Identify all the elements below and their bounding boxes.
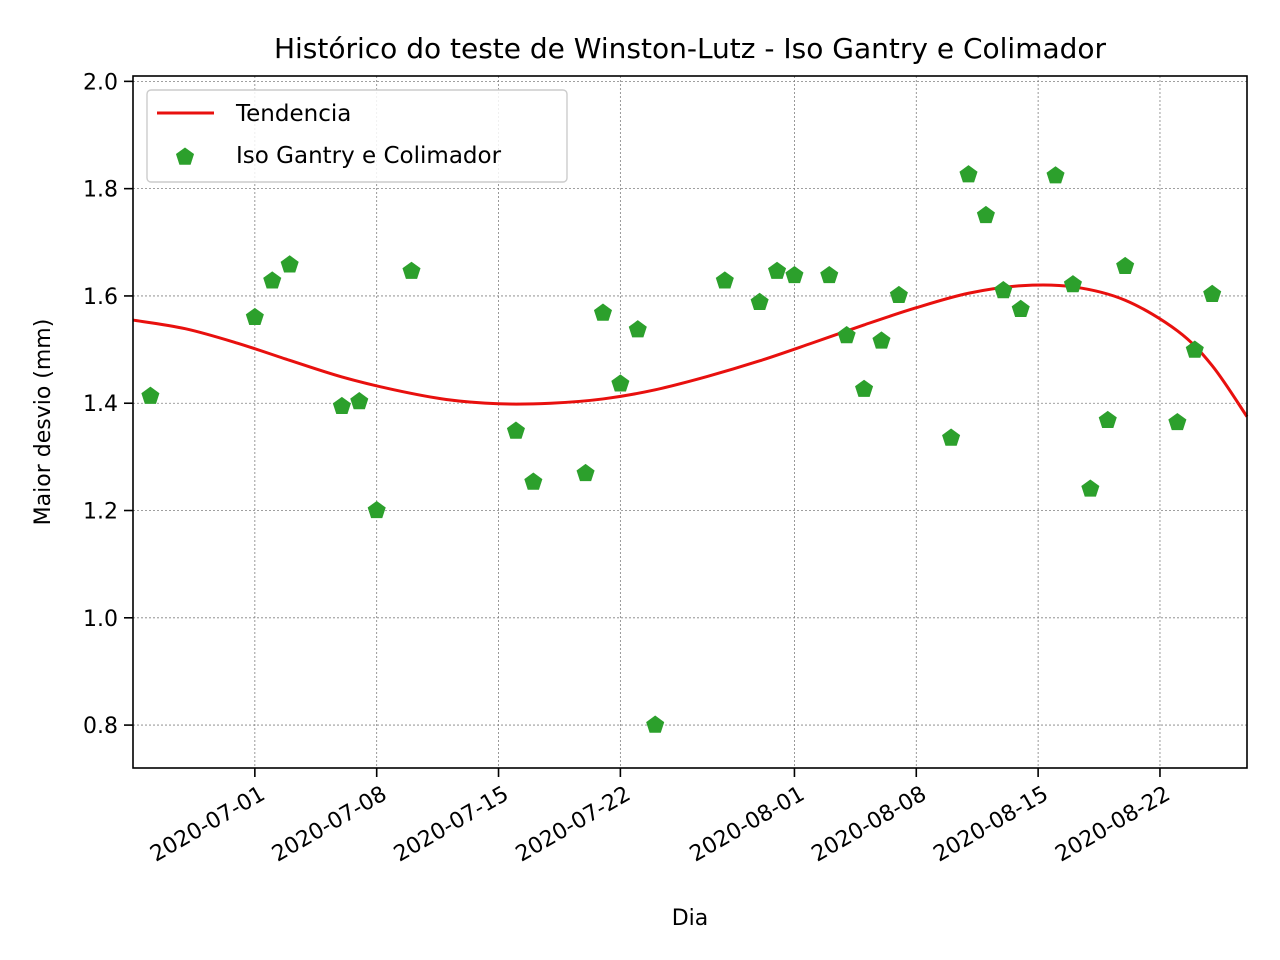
data-point bbox=[837, 326, 856, 344]
data-point bbox=[1185, 340, 1204, 358]
data-point bbox=[785, 265, 804, 284]
legend-marker-swatch bbox=[175, 147, 195, 165]
data-point bbox=[263, 271, 282, 289]
y-axis: 0.8 1.0 1.2 1.4 1.6 1.8 2.0 bbox=[83, 70, 133, 739]
legend-label-points: Iso Gantry e Colimador bbox=[236, 143, 502, 169]
data-point bbox=[1011, 299, 1030, 317]
data-point bbox=[1168, 412, 1187, 431]
data-point bbox=[994, 281, 1013, 299]
data-point bbox=[768, 261, 787, 279]
legend: Tendencia Iso Gantry e Colimador bbox=[146, 89, 568, 183]
x-axis-title: Dia bbox=[672, 906, 709, 931]
data-point bbox=[855, 379, 874, 397]
data-point bbox=[976, 205, 995, 224]
y-tick-label: 1.6 bbox=[83, 285, 118, 310]
data-point bbox=[141, 386, 160, 404]
data-point bbox=[1063, 275, 1082, 293]
data-point bbox=[367, 500, 386, 519]
plot-frame bbox=[132, 75, 1248, 769]
legend-label-trend: Tendencia bbox=[235, 101, 351, 127]
y-tick-label: 2.0 bbox=[83, 70, 118, 95]
data-point bbox=[350, 392, 369, 410]
data-point bbox=[1098, 410, 1117, 428]
trend-line bbox=[132, 283, 1249, 418]
data-point bbox=[576, 463, 595, 482]
data-point bbox=[332, 396, 351, 415]
data-point bbox=[942, 428, 961, 446]
data-point bbox=[889, 285, 908, 304]
y-tick-label: 1.8 bbox=[83, 178, 118, 203]
data-point bbox=[872, 331, 891, 349]
y-tick-label: 1.4 bbox=[83, 392, 118, 417]
grid bbox=[133, 76, 1247, 768]
y-tick-label: 0.8 bbox=[83, 714, 118, 739]
data-point bbox=[820, 265, 839, 284]
data-point bbox=[646, 715, 665, 733]
data-point bbox=[1116, 256, 1135, 275]
scatter-series bbox=[141, 165, 1222, 733]
data-point bbox=[245, 307, 264, 326]
data-point bbox=[1046, 166, 1065, 184]
data-point bbox=[715, 271, 734, 289]
y-axis-title: Maior desvio (mm) bbox=[31, 319, 56, 526]
data-point bbox=[593, 303, 612, 321]
legend-box bbox=[146, 89, 568, 183]
chart-title: Histórico do teste de Winston-Lutz - Iso… bbox=[274, 32, 1107, 65]
data-point bbox=[750, 292, 769, 310]
data-point bbox=[524, 472, 543, 490]
y-tick-label: 1.0 bbox=[83, 607, 118, 632]
data-point bbox=[959, 165, 978, 183]
data-point bbox=[402, 261, 421, 279]
trend-series bbox=[132, 283, 1249, 418]
data-point bbox=[280, 255, 299, 273]
data-point bbox=[506, 421, 525, 439]
y-tick-label: 1.2 bbox=[83, 500, 118, 525]
data-point bbox=[611, 374, 630, 392]
data-point bbox=[1081, 479, 1100, 497]
data-point bbox=[628, 320, 647, 338]
data-point bbox=[1203, 284, 1222, 302]
